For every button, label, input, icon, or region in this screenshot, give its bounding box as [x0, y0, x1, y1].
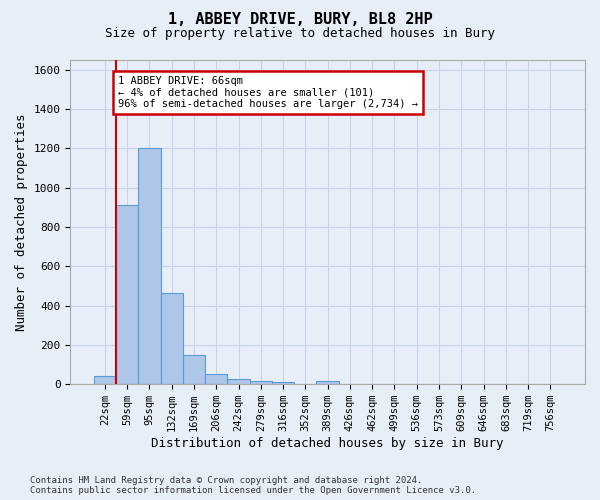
Bar	[272, 382, 294, 384]
Bar	[205, 374, 227, 384]
Bar	[250, 382, 272, 384]
Bar	[94, 376, 116, 384]
Bar	[161, 293, 183, 384]
Text: Size of property relative to detached houses in Bury: Size of property relative to detached ho…	[105, 28, 495, 40]
Bar	[138, 148, 161, 384]
X-axis label: Distribution of detached houses by size in Bury: Distribution of detached houses by size …	[151, 437, 504, 450]
Text: 1, ABBEY DRIVE, BURY, BL8 2HP: 1, ABBEY DRIVE, BURY, BL8 2HP	[167, 12, 433, 26]
Text: Contains HM Land Registry data © Crown copyright and database right 2024.
Contai: Contains HM Land Registry data © Crown c…	[30, 476, 476, 495]
Y-axis label: Number of detached properties: Number of detached properties	[15, 114, 28, 331]
Text: 1 ABBEY DRIVE: 66sqm
← 4% of detached houses are smaller (101)
96% of semi-detac: 1 ABBEY DRIVE: 66sqm ← 4% of detached ho…	[118, 76, 418, 109]
Bar	[227, 380, 250, 384]
Bar	[116, 206, 138, 384]
Bar	[316, 382, 339, 384]
Bar	[183, 354, 205, 384]
